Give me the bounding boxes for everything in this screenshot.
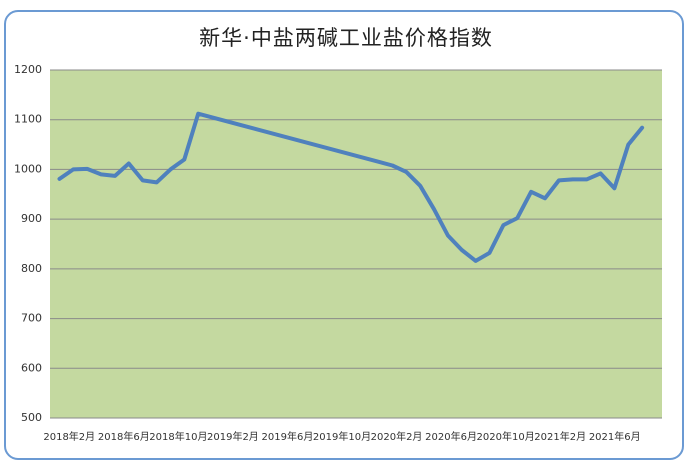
data-point bbox=[599, 171, 602, 175]
plot-area bbox=[50, 70, 662, 418]
x-tick-label: 2020年10月 bbox=[477, 430, 535, 443]
data-point bbox=[418, 184, 422, 188]
data-point bbox=[85, 167, 89, 171]
data-point bbox=[474, 259, 478, 263]
series-lines bbox=[57, 111, 645, 263]
x-tick-label: 2021年2月 bbox=[534, 430, 586, 443]
y-axis-ticks: 500 600 700 800 900 1000 1100 1200 bbox=[14, 63, 42, 424]
data-point bbox=[141, 178, 145, 182]
data-point bbox=[127, 162, 131, 165]
x-tick-label: 2018年6月 bbox=[98, 430, 150, 443]
data-point bbox=[640, 126, 644, 130]
y-tick-label: 700 bbox=[21, 312, 42, 325]
data-point bbox=[196, 112, 200, 116]
data-point bbox=[515, 216, 519, 220]
data-point bbox=[99, 172, 103, 176]
data-point bbox=[612, 186, 616, 190]
data-point bbox=[571, 177, 575, 181]
data-point bbox=[432, 207, 436, 211]
y-tick-label: 600 bbox=[21, 361, 42, 374]
series-line-0 bbox=[57, 111, 645, 263]
x-tick-label: 2021年6月 bbox=[589, 430, 641, 443]
gridlines bbox=[50, 69, 662, 419]
data-point bbox=[58, 177, 61, 181]
y-tick-label: 800 bbox=[21, 262, 42, 275]
data-point bbox=[585, 177, 589, 181]
data-point bbox=[113, 174, 117, 178]
y-tick-label: 900 bbox=[21, 212, 42, 225]
x-tick-label: 2019年6月 bbox=[262, 430, 314, 443]
x-tick-label: 2018年10月 bbox=[149, 430, 207, 443]
data-point bbox=[390, 164, 394, 167]
y-tick-label: 1000 bbox=[14, 162, 42, 175]
data-point bbox=[169, 167, 172, 171]
y-tick-label: 1100 bbox=[14, 113, 42, 126]
data-point bbox=[71, 167, 75, 171]
data-point bbox=[501, 223, 505, 227]
x-tick-label: 2019年10月 bbox=[313, 430, 371, 443]
x-tick-label: 2020年2月 bbox=[371, 430, 423, 443]
data-point bbox=[404, 170, 408, 174]
data-point bbox=[557, 178, 561, 182]
x-axis-ticks: 2018年2月 2018年6月 2018年10月 2019年2月 2019年6月 2019… bbox=[43, 430, 640, 443]
data-point bbox=[529, 190, 533, 194]
data-point bbox=[446, 234, 450, 237]
y-tick-label: 1200 bbox=[14, 63, 42, 76]
y-tick-label: 500 bbox=[21, 411, 42, 424]
data-point bbox=[543, 196, 547, 200]
data-point bbox=[460, 248, 464, 252]
data-point bbox=[488, 251, 491, 255]
data-point bbox=[155, 180, 159, 184]
data-point bbox=[626, 143, 630, 147]
data-point bbox=[182, 158, 186, 161]
x-tick-label: 2018年2月 bbox=[43, 430, 95, 443]
x-tick-label: 2019年2月 bbox=[207, 430, 259, 443]
chart-title: 新华·中盐两碱工业盐价格指数 bbox=[199, 26, 493, 50]
x-tick-label: 2020年6月 bbox=[425, 430, 477, 443]
